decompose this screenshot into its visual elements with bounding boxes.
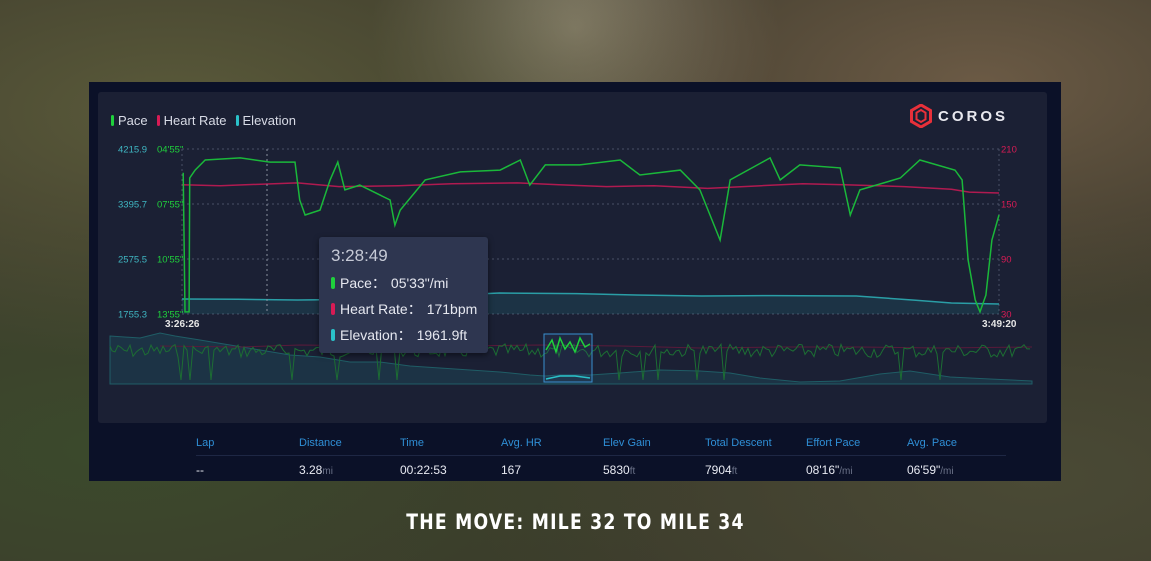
elevation-dot-icon: [331, 329, 335, 341]
pace-tick: 10'55": [157, 255, 183, 266]
heart-rate-tick: 210: [1001, 145, 1017, 156]
coros-logo: COROS: [910, 104, 1008, 128]
tooltip-time: 3:28:49: [331, 246, 388, 265]
logo-text: COROS: [938, 107, 1009, 125]
overview-selected-elevation: [545, 375, 591, 380]
heart-rate-tick: 90: [1001, 255, 1012, 266]
pace-line: [182, 156, 1000, 315]
stats-value-row[interactable]: -- 3.28mi 00:22:53 167 5830ft 7904ft 08'16"/mi…: [196, 456, 1006, 477]
stats-header: Lap: [196, 437, 215, 449]
elevation-area: [182, 293, 999, 314]
pace-tick: 04'55": [157, 145, 183, 156]
overview-pace: [109, 342, 1030, 381]
heart-rate-line: [181, 182, 1000, 194]
stats-value: 00:22:53: [400, 463, 447, 477]
pace-tick: 13'55": [157, 310, 183, 321]
stats-header: Distance: [299, 437, 342, 449]
chart-card: [98, 92, 1047, 423]
stats-value: 06'59"/mi: [907, 463, 954, 477]
stats-value: 7904ft: [705, 463, 738, 477]
chart-tooltip: 3:28:49 Pace： 05'33"/mi Heart Rate： 171bpm…: [319, 237, 488, 353]
caption: THE MOVE: MILE 32 TO MILE 34: [406, 510, 745, 534]
coros-hexagon-icon: [910, 104, 932, 128]
stats-header: Avg. HR: [501, 437, 542, 449]
tooltip-label: Elevation：: [340, 327, 412, 343]
tooltip-elevation: Elevation： 1961.9ft: [331, 325, 467, 345]
tooltip-pace: Pace： 05'33"/mi: [331, 273, 448, 293]
stats-value: 3.28mi: [299, 463, 333, 477]
x-end-label: 3:49:20: [982, 319, 1017, 330]
overview-navigator[interactable]: [109, 332, 1033, 385]
heart-rate-tick: 30: [1001, 310, 1012, 321]
overview-elevation: [109, 332, 1033, 385]
heart-rate-tick: 150: [1001, 200, 1017, 211]
tooltip-value: 171bpm: [426, 301, 478, 317]
elevation-swatch-icon: [235, 115, 239, 126]
elevation-tick: 4215.9: [118, 145, 147, 156]
legend-label: Heart Rate: [163, 113, 227, 128]
pace-swatch-icon: [111, 115, 114, 126]
elevation-tick: 3395.7: [118, 200, 147, 211]
legend-label: Elevation: [242, 113, 296, 128]
stats-value: 5830ft: [603, 463, 636, 477]
overview-heart-rate: [159, 344, 1033, 349]
pace-dot-icon: [331, 277, 335, 289]
stats-value: 08'16"/mi: [806, 463, 853, 477]
stats-value: 167: [501, 463, 522, 477]
lap-stats-table: Lap Distance Time Avg. HR Elev Gain Total Des…: [196, 437, 1006, 477]
elevation-tick: 1755.3: [118, 310, 147, 321]
heart-rate-swatch-icon: [156, 115, 160, 126]
elevation-tick: 2575.5: [118, 255, 147, 266]
x-start-label: 3:26:26: [165, 319, 200, 330]
stats-header-row: Lap Distance Time Avg. HR Elev Gain Total Des…: [196, 437, 1006, 456]
legend-pace[interactable]: Pace: [111, 113, 148, 128]
overview-selected-pace: [545, 335, 591, 355]
tooltip-value: 1961.9ft: [416, 327, 468, 343]
stats-header: Avg. Pace: [907, 437, 957, 449]
heart-rate-dot-icon: [331, 303, 335, 315]
legend-elevation[interactable]: Elevation: [235, 113, 296, 128]
tooltip-heart-rate: Heart Rate： 171bpm: [331, 299, 477, 319]
stats-header: Time: [400, 437, 425, 449]
stats-value: --: [196, 463, 204, 477]
legend-label: Pace: [118, 113, 148, 128]
chart-legend: Pace Heart Rate Elevation: [111, 113, 296, 128]
pace-tick: 07'55": [157, 200, 183, 211]
stats-header: Elev Gain: [603, 437, 651, 449]
tooltip-label: Heart Rate：: [340, 301, 422, 317]
tooltip-label: Pace：: [340, 275, 386, 291]
tooltip-value: 05'33"/mi: [390, 275, 449, 291]
legend-heart-rate[interactable]: Heart Rate: [156, 113, 227, 128]
stats-header: Effort Pace: [806, 437, 861, 449]
elevation-line: [181, 292, 1000, 305]
stats-header: Total Descent: [705, 437, 772, 449]
